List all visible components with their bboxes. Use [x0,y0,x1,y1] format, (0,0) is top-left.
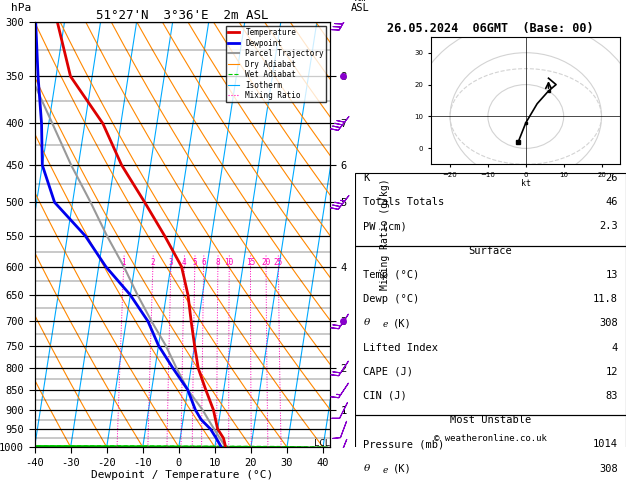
Text: 8: 8 [216,258,220,267]
Text: 3: 3 [169,258,173,267]
Text: 2: 2 [150,258,155,267]
Text: LCL: LCL [314,439,330,448]
Text: (K): (K) [393,318,412,328]
Text: 1014: 1014 [593,439,618,450]
Text: Surface: Surface [469,245,513,256]
X-axis label: Dewpoint / Temperature (°C): Dewpoint / Temperature (°C) [91,470,274,480]
Text: 2.3: 2.3 [599,221,618,231]
Text: 5: 5 [192,258,197,267]
Text: 26: 26 [605,173,618,183]
Legend: Temperature, Dewpoint, Parcel Trajectory, Dry Adiabat, Wet Adiabat, Isotherm, Mi: Temperature, Dewpoint, Parcel Trajectory… [226,26,326,103]
Text: K: K [364,173,370,183]
Text: Dewp (°C): Dewp (°C) [364,294,420,304]
Bar [355,173,626,245]
Text: 25: 25 [274,258,283,267]
Text: e: e [382,320,388,330]
Bar [355,245,626,415]
Text: 10: 10 [225,258,234,267]
Text: 12: 12 [605,367,618,377]
Text: e: e [382,466,388,475]
Text: 308: 308 [599,318,618,328]
Text: 1: 1 [121,258,126,267]
Text: Pressure (mb): Pressure (mb) [364,439,445,450]
Text: 11.8: 11.8 [593,294,618,304]
Text: 6: 6 [201,258,206,267]
Title: 51°27'N  3°36'E  2m ASL: 51°27'N 3°36'E 2m ASL [96,9,269,22]
Text: 308: 308 [599,464,618,474]
Text: θ: θ [364,464,370,473]
Text: Most Unstable: Most Unstable [450,415,532,425]
Text: 20: 20 [262,258,270,267]
Text: © weatheronline.co.uk: © weatheronline.co.uk [434,434,547,443]
Bar [355,415,626,486]
Text: Lifted Index: Lifted Index [364,343,438,352]
Text: 26.05.2024  06GMT  (Base: 00): 26.05.2024 06GMT (Base: 00) [387,22,594,35]
Text: CAPE (J): CAPE (J) [364,367,413,377]
Text: PW (cm): PW (cm) [364,221,407,231]
Text: 15: 15 [246,258,255,267]
Text: θ: θ [364,318,370,327]
Text: 13: 13 [605,270,618,280]
Text: Totals Totals: Totals Totals [364,197,445,207]
Text: 46: 46 [605,197,618,207]
Text: (K): (K) [393,464,412,474]
Text: Mixing Ratio (g/kg): Mixing Ratio (g/kg) [381,179,391,290]
Text: km
ASL: km ASL [350,0,369,13]
X-axis label: kt: kt [521,179,531,189]
Text: hPa: hPa [11,3,31,13]
Text: 83: 83 [605,391,618,401]
Text: 4: 4 [182,258,187,267]
Text: 4: 4 [611,343,618,352]
Text: CIN (J): CIN (J) [364,391,407,401]
Text: Temp (°C): Temp (°C) [364,270,420,280]
